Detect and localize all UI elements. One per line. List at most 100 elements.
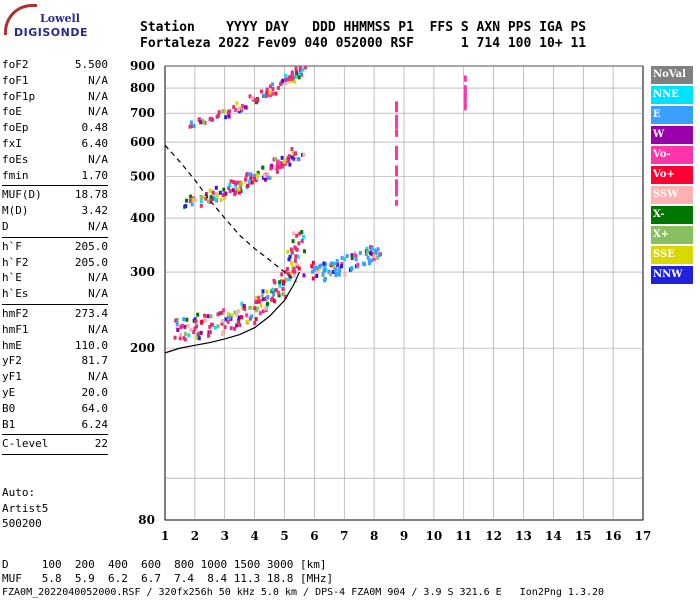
- echo-point: [281, 286, 285, 291]
- echo-point: [395, 145, 399, 152]
- echo-point: [463, 92, 467, 99]
- echo-point: [196, 312, 200, 317]
- echo-point: [292, 273, 296, 278]
- echo-point: [271, 287, 275, 292]
- param-value: 20.0: [81, 386, 109, 399]
- echo-point: [272, 292, 276, 297]
- echo-point: [267, 175, 271, 180]
- echo-point: [288, 276, 292, 281]
- echo-point: [284, 294, 288, 299]
- echo-point: [256, 170, 260, 175]
- echo-point: [227, 114, 231, 119]
- echo-point: [368, 244, 372, 249]
- echo-point: [183, 331, 187, 336]
- footer-line: FZA0M_2022040052000.RSF / 320fx256h 50 k…: [2, 587, 605, 598]
- auto-label: Auto:: [2, 486, 36, 499]
- echo-point: [343, 257, 347, 262]
- echo-point: [273, 288, 277, 293]
- echo-point: [280, 272, 284, 277]
- echo-point: [270, 91, 274, 96]
- echo-point: [295, 261, 299, 266]
- echo-point: [291, 151, 295, 156]
- param-key: D: [2, 220, 9, 233]
- echo-point: [302, 152, 306, 157]
- echo-point: [235, 323, 239, 328]
- legend-item: E: [651, 106, 693, 124]
- echo-point: [239, 185, 243, 190]
- x-tick-label: 5: [280, 529, 288, 543]
- echo-point: [302, 249, 306, 254]
- lowell-digisonde-logo: Lowell DIGISONDE: [4, 4, 87, 44]
- echo-point: [395, 165, 399, 172]
- echo-point: [175, 324, 179, 329]
- echo-point: [269, 166, 273, 171]
- param-row: yE 20.0: [2, 386, 108, 401]
- echo-point: [285, 266, 289, 271]
- echo-point: [288, 254, 292, 259]
- echo-point: [300, 72, 304, 77]
- param-row: foE N/A: [2, 105, 108, 120]
- echo-point: [217, 110, 221, 115]
- echo-point: [334, 271, 338, 276]
- echo-point: [187, 333, 191, 338]
- param-row: fmin 1.70: [2, 169, 108, 184]
- echo-point: [315, 270, 319, 275]
- echo-point: [373, 248, 377, 253]
- echo-point: [286, 271, 290, 276]
- echo-point: [369, 247, 373, 252]
- param-row: yF2 81.7: [2, 354, 108, 369]
- echo-point: [365, 246, 369, 251]
- param-value: 1.70: [81, 168, 109, 182]
- echo-point: [185, 198, 189, 203]
- echo-point: [297, 241, 301, 246]
- echo-point: [350, 266, 354, 271]
- echo-point: [197, 336, 201, 341]
- echo-point: [247, 179, 251, 184]
- echo-point: [297, 266, 301, 271]
- echo-point: [334, 267, 338, 272]
- echo-point: [358, 250, 362, 255]
- echo-point: [293, 79, 297, 84]
- echo-point: [193, 326, 197, 331]
- echo-point: [296, 254, 300, 259]
- legend-item: NoVal: [651, 66, 693, 84]
- echo-point: [279, 81, 283, 86]
- echo-point: [266, 294, 270, 299]
- echo-point: [223, 108, 227, 113]
- echo-point: [205, 191, 209, 196]
- echo-point: [290, 250, 294, 255]
- echo-point: [195, 324, 199, 329]
- echo-point: [350, 255, 354, 260]
- echo-point: [319, 263, 323, 268]
- echo-point: [272, 298, 276, 303]
- echo-point: [261, 165, 265, 170]
- echo-point: [209, 322, 213, 327]
- echo-point: [246, 319, 250, 324]
- echo-point: [370, 252, 374, 257]
- echo-point: [277, 293, 281, 298]
- echo-point: [244, 177, 248, 182]
- echo-point: [239, 189, 243, 194]
- echo-point: [249, 172, 253, 177]
- echo-point: [254, 300, 258, 305]
- echo-point: [292, 156, 296, 161]
- echo-point: [289, 260, 293, 265]
- echo-point: [294, 66, 298, 71]
- echo-point: [315, 266, 319, 271]
- param-row: fxI 6.40: [2, 137, 108, 152]
- echo-point: [274, 288, 278, 293]
- echo-point: [395, 186, 399, 193]
- echo-point: [266, 301, 270, 306]
- echo-point: [340, 261, 344, 266]
- echo-point: [298, 231, 302, 236]
- echo-point: [206, 314, 210, 319]
- echo-point: [369, 251, 373, 256]
- echo-point: [235, 188, 239, 193]
- param-value: N/A: [88, 287, 108, 301]
- echo-point: [276, 85, 280, 90]
- echo-point: [190, 124, 194, 129]
- param-key: MUF(D): [2, 188, 42, 202]
- echo-point: [298, 69, 302, 74]
- echo-point: [226, 112, 230, 117]
- echo-point: [259, 303, 263, 308]
